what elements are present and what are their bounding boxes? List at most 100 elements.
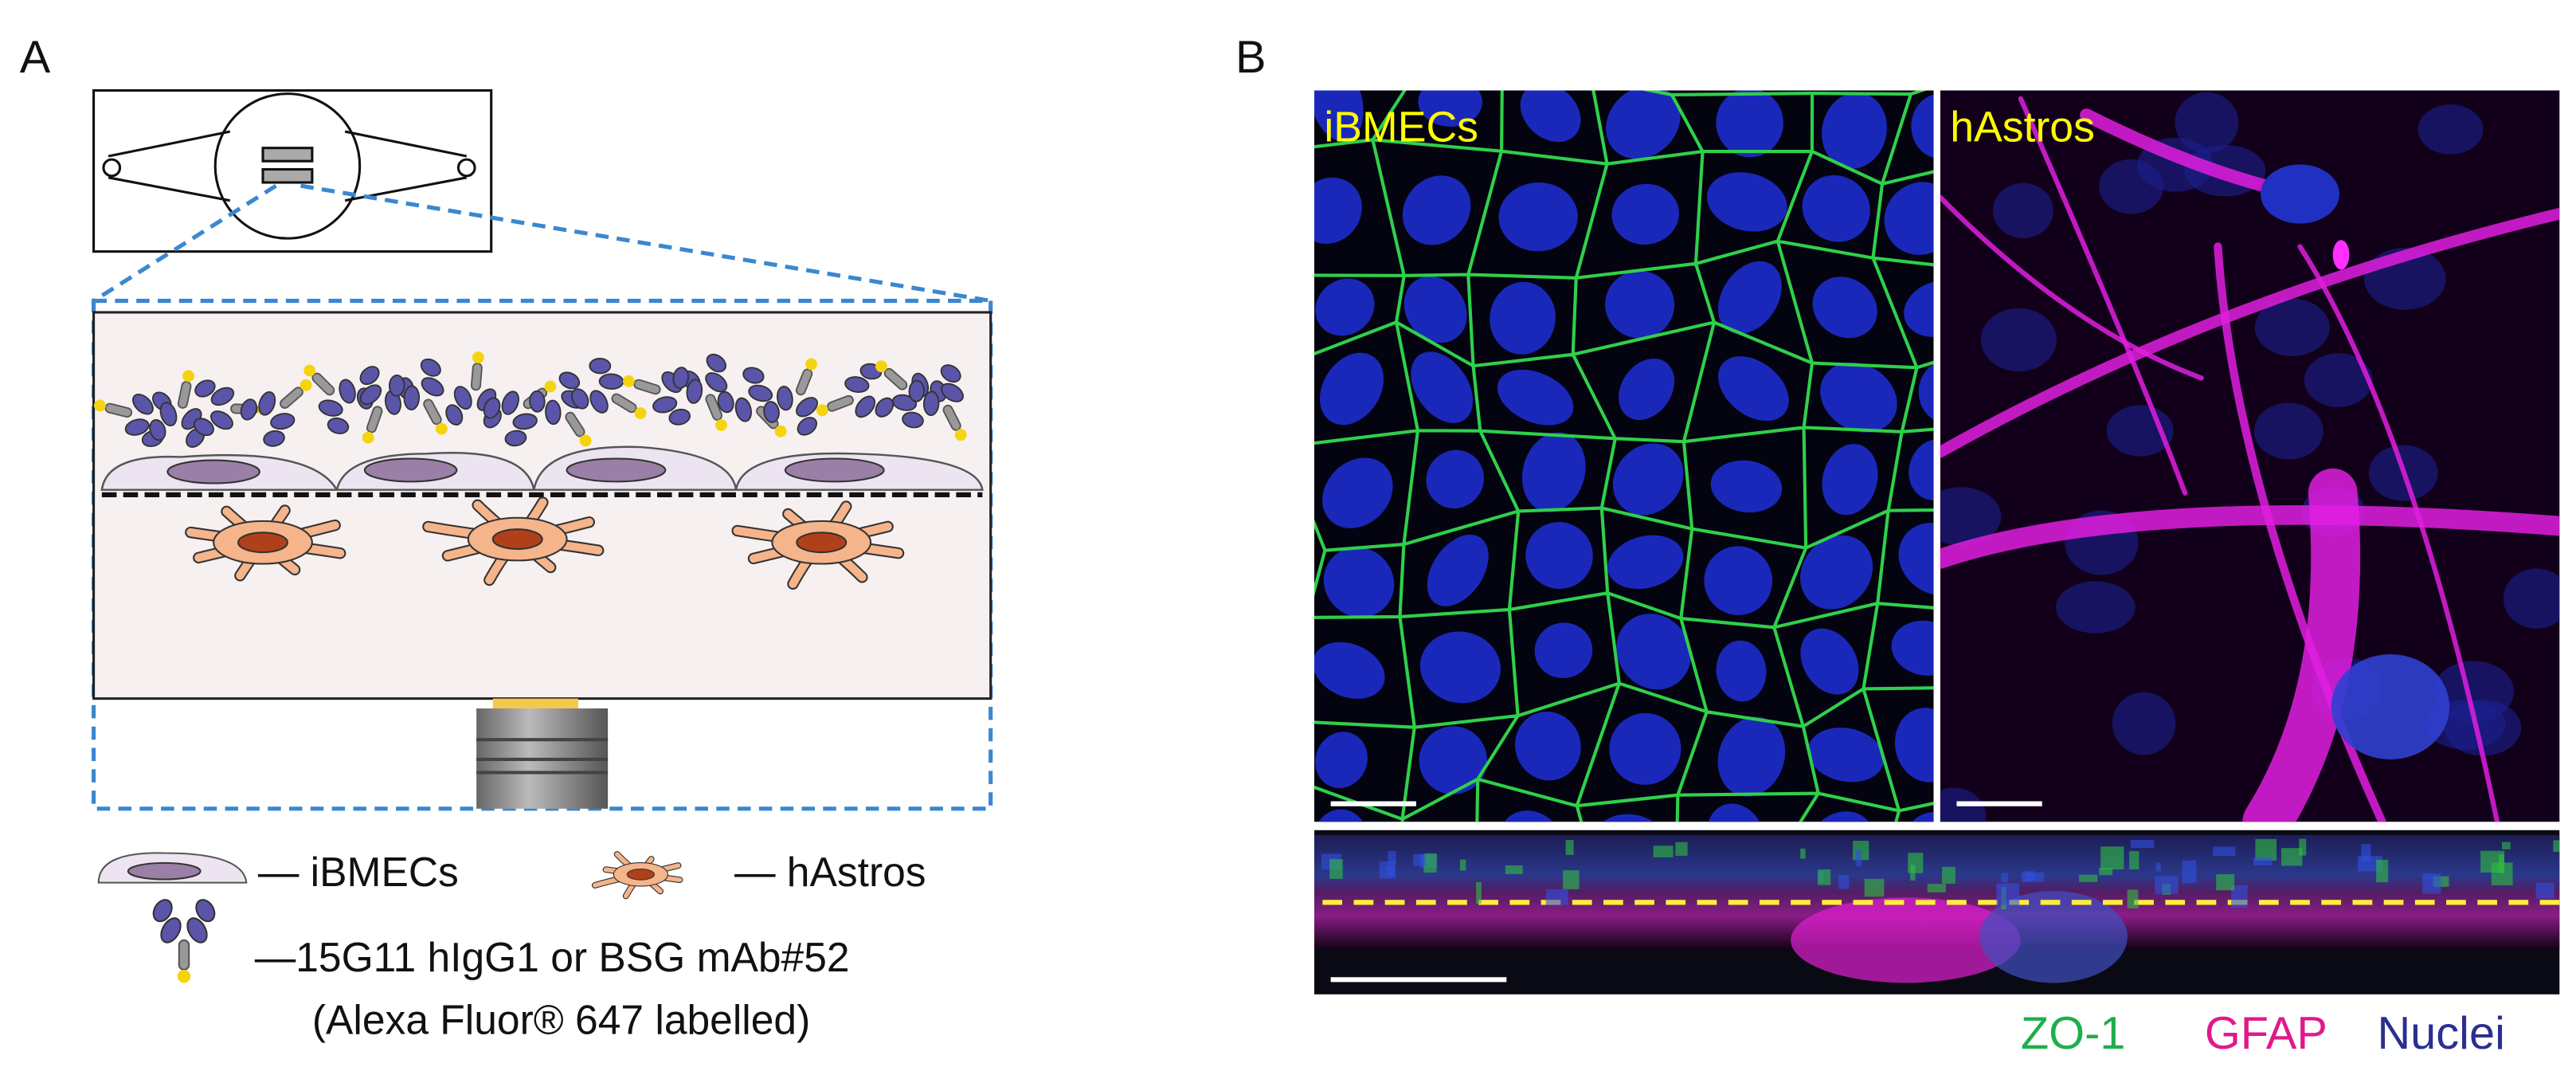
speckle	[2130, 840, 2155, 849]
antibody	[240, 379, 312, 447]
shape	[263, 430, 285, 447]
speckle	[1423, 853, 1437, 873]
nucleus	[1403, 276, 1467, 343]
shape	[299, 379, 312, 391]
nucleus	[2055, 581, 2136, 634]
nucleus	[1418, 90, 1482, 127]
legend-text: — hAstros	[734, 849, 926, 895]
antibody-layer	[93, 351, 967, 448]
shape	[589, 357, 612, 375]
nucleus	[1525, 522, 1593, 589]
speckle	[1800, 848, 1806, 859]
nucleus	[1515, 711, 1581, 781]
gfap-fiber	[1940, 207, 2560, 458]
shape	[195, 899, 216, 923]
shape	[941, 383, 964, 402]
panel-label: B	[1235, 32, 1266, 83]
speckle	[1545, 889, 1568, 905]
shape	[93, 399, 106, 412]
shape	[734, 397, 752, 422]
nucleus	[1718, 261, 1782, 334]
micrograph-hastros	[1940, 90, 2560, 822]
shape	[240, 398, 258, 421]
speckle	[1864, 878, 1885, 897]
speckle	[1476, 881, 1482, 904]
shape	[908, 379, 925, 402]
legend-text: (Alexa Fluor® 647 labelled)	[312, 996, 810, 1042]
shape	[152, 899, 173, 923]
speckle	[1675, 842, 1688, 856]
nucleus	[1520, 90, 1581, 143]
shape	[403, 385, 421, 411]
antibody	[763, 358, 818, 436]
speckle	[2155, 862, 2161, 872]
gfap-fiber	[2018, 96, 2188, 496]
nucleus	[1315, 278, 1375, 336]
nucleus	[1904, 280, 1934, 337]
legend-text: —15G11 hIgG1 or BSG mAb#52	[255, 934, 850, 980]
shape	[311, 372, 335, 396]
speckle	[2231, 885, 2248, 908]
speckle	[2357, 856, 2382, 872]
shape	[132, 394, 154, 415]
shape	[362, 431, 374, 444]
nucleus	[1611, 183, 1679, 245]
nucleus	[1323, 547, 1395, 618]
antibody	[388, 358, 448, 435]
shape	[359, 366, 380, 386]
nucleus	[1718, 356, 1789, 422]
nucleus	[2253, 402, 2323, 460]
nucleus	[1411, 351, 1474, 423]
shape	[598, 373, 624, 390]
shape	[763, 401, 780, 423]
shape	[883, 367, 908, 390]
speckle	[1653, 845, 1674, 857]
shape	[570, 388, 589, 410]
objective	[476, 698, 609, 809]
nucleus	[1704, 546, 1773, 615]
antibody	[152, 899, 216, 983]
nucleus	[1802, 175, 1870, 242]
speckle	[2553, 840, 2560, 853]
nucleus	[1490, 281, 1556, 355]
shape	[421, 377, 444, 397]
nucleus	[1605, 270, 1675, 339]
shape	[104, 402, 133, 418]
shape	[160, 917, 182, 944]
scale-bars	[1330, 801, 2042, 983]
shape	[388, 374, 405, 397]
nucleus	[2304, 353, 2373, 407]
astrocyte	[422, 496, 605, 587]
shape	[622, 375, 635, 387]
antibody	[816, 363, 895, 418]
shape	[954, 429, 967, 441]
nucleus	[1402, 175, 1471, 245]
shape	[940, 364, 961, 383]
gfap-fiber	[2242, 468, 2361, 822]
shape	[844, 376, 870, 393]
channel-label: ZO-1	[2021, 1008, 2126, 1059]
nucleus	[1427, 534, 1489, 606]
shape	[258, 390, 276, 416]
nucleus	[2331, 653, 2450, 759]
shape	[423, 398, 442, 426]
speckle	[1563, 870, 1580, 889]
shape	[159, 402, 178, 427]
speckle	[2155, 876, 2179, 895]
shape	[193, 418, 214, 437]
shape	[748, 384, 773, 402]
shape	[652, 396, 678, 414]
nucleus	[1891, 620, 1934, 676]
shape	[177, 381, 192, 409]
legend-astrocyte	[591, 851, 683, 900]
nucleus	[2112, 692, 2176, 755]
speckle	[2376, 859, 2389, 883]
shape	[777, 386, 793, 411]
shape	[922, 390, 940, 417]
shape	[124, 418, 150, 436]
shape	[902, 411, 924, 429]
speckle	[2535, 882, 2554, 899]
shape	[891, 394, 918, 411]
nucleus	[1619, 358, 1675, 421]
